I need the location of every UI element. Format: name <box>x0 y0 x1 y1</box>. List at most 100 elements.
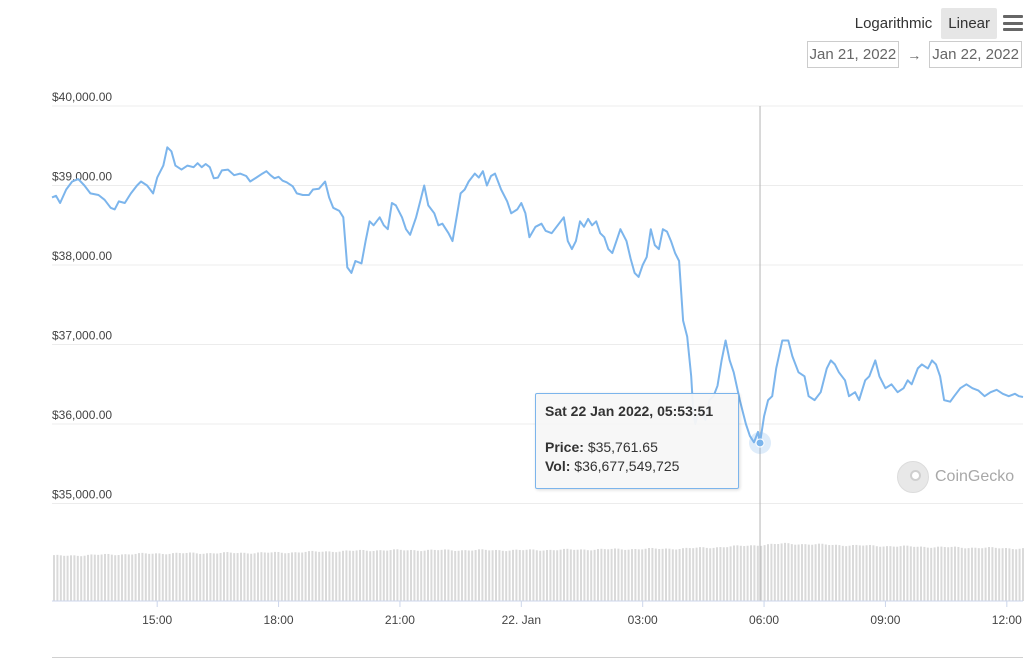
volume-bar <box>869 544 871 601</box>
volume-bar <box>478 549 480 601</box>
volume-bar <box>348 550 351 601</box>
range-end-input[interactable]: Jan 22, 2022 <box>929 41 1022 68</box>
volume-bar <box>634 549 637 601</box>
volume-bar <box>420 551 423 601</box>
volume-bar <box>736 545 739 601</box>
grid-lines <box>52 105 1023 504</box>
hover-point-marker[interactable] <box>755 438 765 448</box>
volume-bar <box>906 545 909 601</box>
volume-bar <box>1001 548 1004 601</box>
volume-bar <box>250 553 253 601</box>
coingecko-watermark: CoinGecko <box>897 461 1014 493</box>
volume-bar <box>66 555 69 601</box>
volume-bar <box>835 544 837 601</box>
volume-bar <box>450 550 453 601</box>
volume-bar <box>134 553 137 601</box>
volume-bar <box>338 551 341 601</box>
volume-bar <box>467 550 470 601</box>
volume-bar <box>580 549 582 601</box>
volume-bar <box>556 550 559 601</box>
volume-bar <box>148 553 151 601</box>
volume-bar <box>549 549 552 601</box>
volume-bar <box>631 549 633 601</box>
volume-bar <box>787 543 790 601</box>
y-tick-label: $36,000.00 <box>52 408 112 422</box>
volume-bar <box>63 555 66 601</box>
volume-bar <box>263 552 266 601</box>
volume-bar <box>1018 548 1021 601</box>
volume-bar <box>178 553 181 601</box>
volume-bar <box>865 545 868 601</box>
volume-bar <box>423 550 426 601</box>
volume-bar <box>899 546 902 601</box>
volume-bar <box>828 545 831 601</box>
volume-bar <box>617 548 620 601</box>
volume-bar <box>274 551 276 601</box>
logarithmic-scale-button[interactable]: Logarithmic <box>854 14 933 32</box>
volume-bar <box>70 555 72 601</box>
volume-bar <box>733 545 735 601</box>
volume-bar <box>627 549 630 601</box>
volume-bar <box>314 551 317 601</box>
volume-bar <box>668 548 671 601</box>
volume-bar <box>529 549 531 601</box>
x-tick-label: 21:00 <box>385 613 415 627</box>
volume-bar <box>814 544 817 601</box>
volume-bar <box>308 551 310 601</box>
volume-bar <box>977 548 980 601</box>
volume-bar <box>726 547 729 601</box>
volume-bar <box>345 550 348 601</box>
volume-bar <box>566 548 569 601</box>
volume-bar <box>688 548 691 601</box>
volume-bar <box>797 544 800 601</box>
tooltip-vol-value: $36,677,549,725 <box>574 458 680 474</box>
volume-bar <box>780 543 783 601</box>
volume-bar <box>964 548 967 601</box>
volume-bar <box>104 553 106 601</box>
volume-bar <box>362 550 365 601</box>
volume-bar <box>124 554 127 601</box>
volume-bar <box>661 548 664 601</box>
volume-bar <box>1015 549 1018 601</box>
volume-bar <box>770 543 773 601</box>
y-tick-label: $37,000.00 <box>52 329 112 343</box>
volume-bar <box>981 548 984 601</box>
volume-bar <box>491 550 494 601</box>
volume-bar <box>712 547 715 601</box>
volume-bar <box>219 552 222 601</box>
linear-scale-button[interactable]: Linear <box>941 7 997 39</box>
volume-bar <box>872 545 875 601</box>
volume-bar <box>923 546 926 601</box>
volume-bar <box>603 549 606 601</box>
volume-bar <box>624 549 627 601</box>
volume-bar <box>512 549 514 601</box>
volume-bar <box>280 552 283 601</box>
volume-bar <box>882 546 885 601</box>
volume-bar <box>525 549 528 601</box>
range-start-input[interactable]: Jan 21, 2022 <box>806 41 900 68</box>
volume-bar <box>515 549 518 601</box>
volume-bar <box>831 544 834 601</box>
volume-bar <box>161 553 164 601</box>
volume-bar <box>804 544 807 601</box>
hamburger-menu-icon[interactable] <box>1003 15 1023 31</box>
volume-bar <box>790 544 793 601</box>
volume-bar <box>172 553 174 601</box>
volume-bar <box>474 550 477 601</box>
volume-bar <box>165 554 168 601</box>
volume-bar <box>505 551 508 601</box>
x-tick-label: 06:00 <box>749 613 779 627</box>
volume-bar <box>447 549 450 601</box>
volume-bar <box>107 553 110 601</box>
volume-bar <box>576 549 579 601</box>
volume-bar <box>90 554 93 601</box>
volume-bar <box>637 549 640 601</box>
tooltip-title: Sat 22 Jan 2022, 05:53:51 <box>545 403 714 419</box>
volume-bar <box>202 553 205 601</box>
volume-bar <box>117 555 120 601</box>
volume-bar <box>593 549 596 601</box>
volume-bar <box>705 547 708 601</box>
volume-bar <box>155 553 157 601</box>
volume-bar <box>223 552 225 601</box>
